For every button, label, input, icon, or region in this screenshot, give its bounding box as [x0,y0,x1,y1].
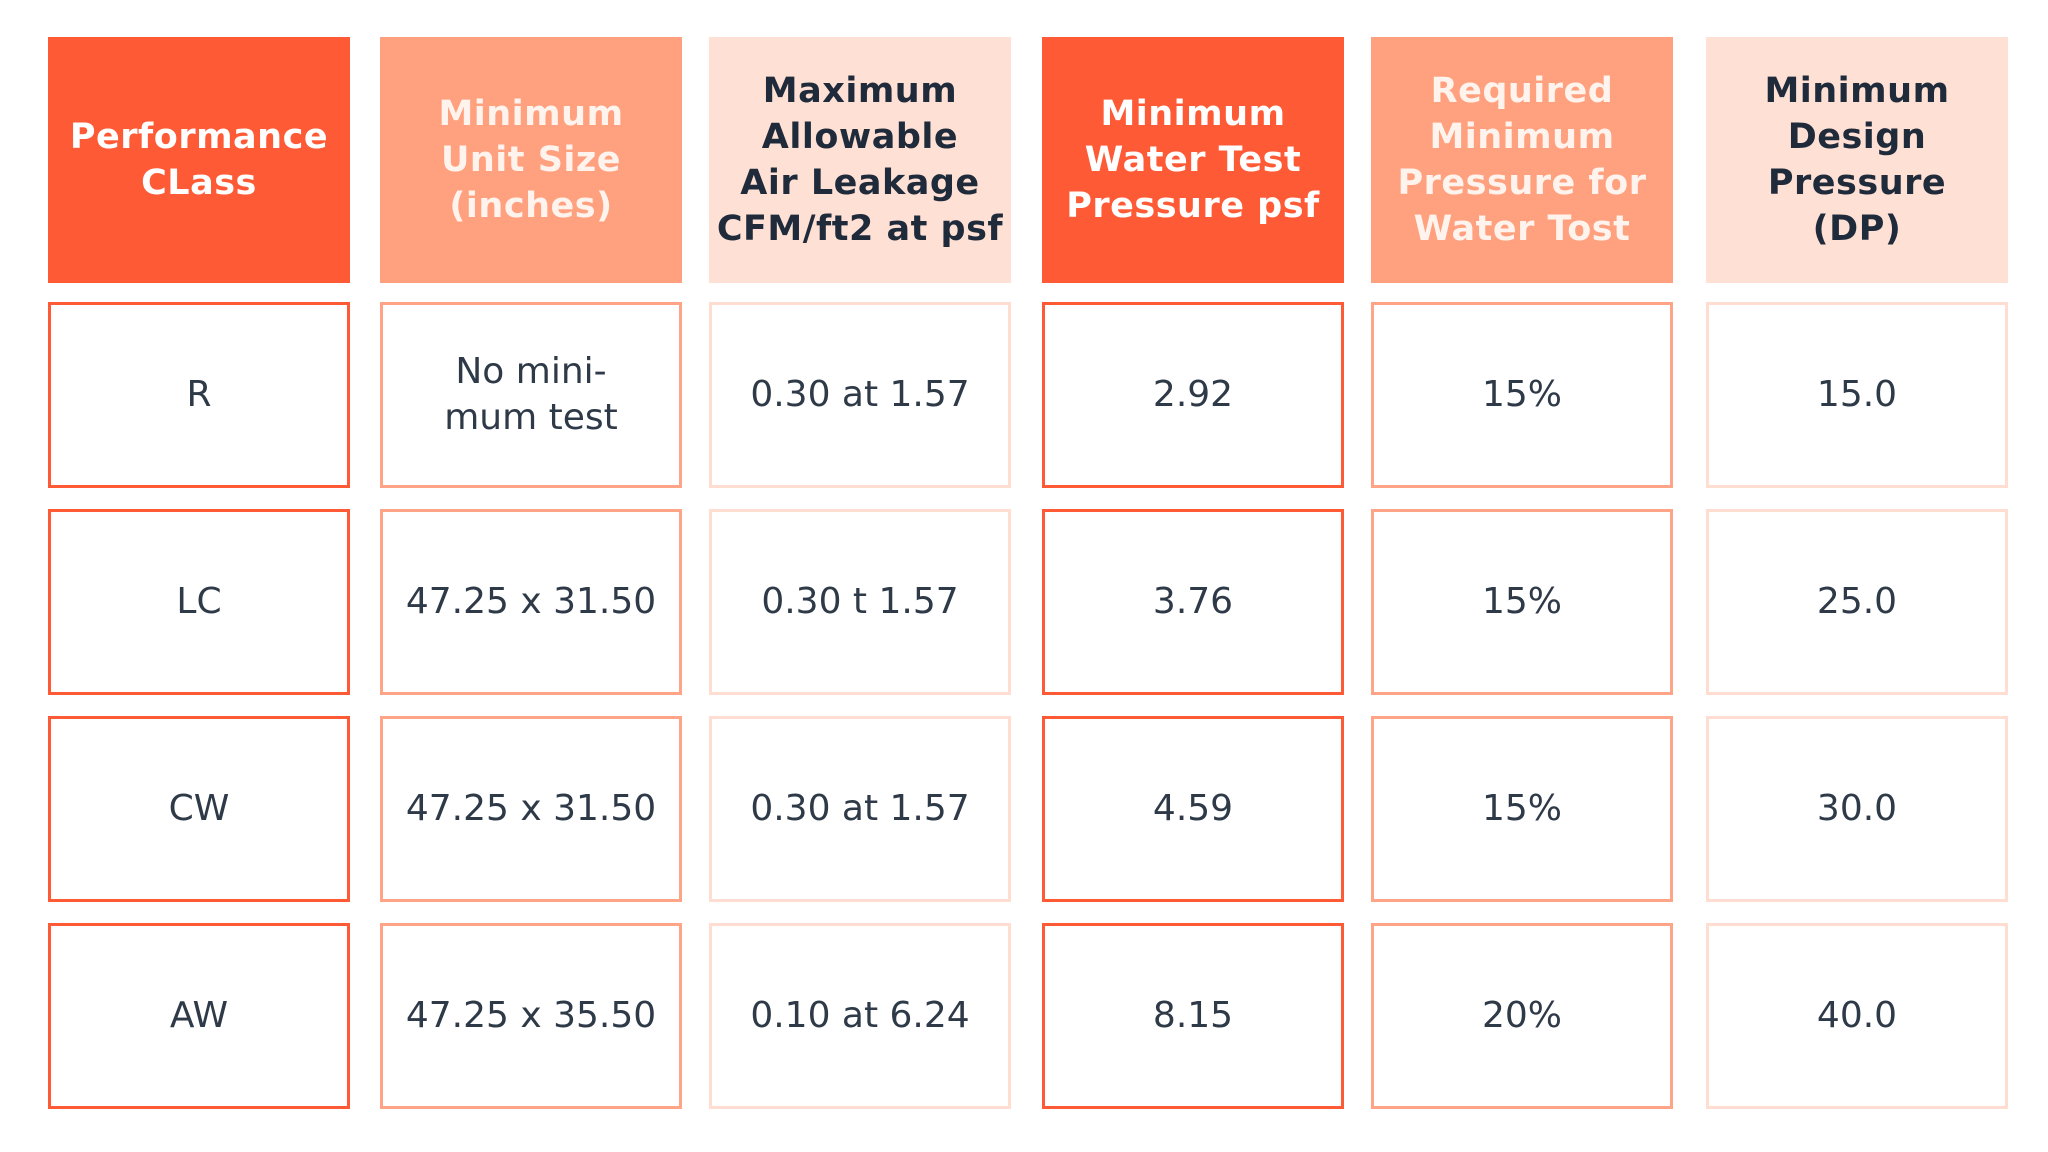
table-cell: 25.0 [1706,509,2008,695]
table-cell: CW [48,716,350,902]
table-cell: 15% [1371,302,1673,488]
table-cell: R [48,302,350,488]
table-cell: 47.25 x 31.50 [380,716,682,902]
column-header: Minimum Water Test Pressure psf [1042,37,1344,283]
table-cell: AW [48,923,350,1109]
table-cell: 0.30 at 1.57 [709,716,1011,902]
table-cell: 4.59 [1042,716,1344,902]
table-cell: 8.15 [1042,923,1344,1109]
table-cell: No mini- mum test [380,302,682,488]
table-cell: LC [48,509,350,695]
table-cell: 15.0 [1706,302,2008,488]
table-cell: 15% [1371,716,1673,902]
table-cell: 40.0 [1706,923,2008,1109]
column-header: Performance CLass [48,37,350,283]
column-header: Required Minimum Pressure for Water Tost [1371,37,1673,283]
table-cell: 30.0 [1706,716,2008,902]
table-cell: 3.76 [1042,509,1344,695]
table-cell: 47.25 x 31.50 [380,509,682,695]
column-header: Maximum Allowable Air Leakage CFM/ft2 at… [709,37,1011,283]
table-cell: 0.30 at 1.57 [709,302,1011,488]
table-cell: 2.92 [1042,302,1344,488]
table-cell: 47.25 x 35.50 [380,923,682,1109]
column-header: Minimum Design Pressure (DP) [1706,37,2008,283]
table-cell: 20% [1371,923,1673,1109]
table-cell: 0.10 at 6.24 [709,923,1011,1109]
table-cell: 15% [1371,509,1673,695]
table-cell: 0.30 t 1.57 [709,509,1011,695]
column-header: Minimum Unit Size (inches) [380,37,682,283]
